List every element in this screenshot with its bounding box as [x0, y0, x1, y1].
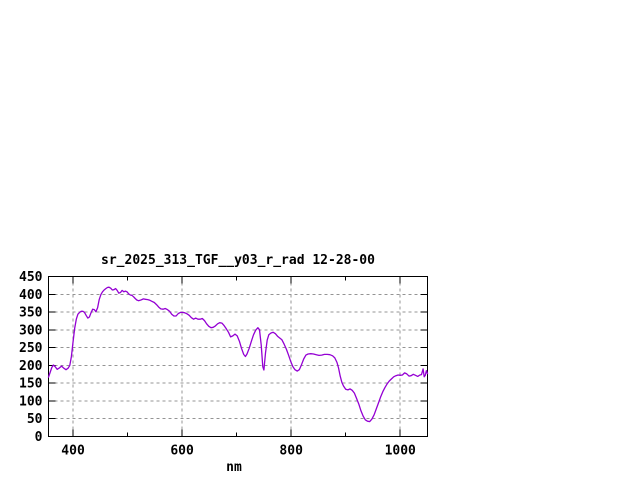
x-tick-label: 1000 — [385, 444, 416, 459]
x-axis-label: nm — [226, 460, 242, 475]
y-tick-label: 250 — [19, 341, 43, 356]
y-tick-label: 0 — [35, 430, 43, 445]
y-tick-label: 100 — [19, 394, 43, 409]
axis-tick-labels: 0 50 100 150 200 250 300 350 400 450 400 600 800 1000 — [19, 270, 416, 459]
chart-title: sr_2025_313_TGF__y03_r_rad 12-28-00 — [101, 253, 375, 268]
y-tick-label: 400 — [19, 288, 43, 303]
x-tick-label: 400 — [61, 444, 85, 459]
axis-ticks — [48, 276, 428, 437]
x-tick-label: 600 — [170, 444, 194, 459]
y-tick-label: 450 — [19, 270, 43, 285]
y-tick-label: 50 — [27, 412, 43, 427]
y-tick-label: 150 — [19, 377, 43, 392]
y-tick-label: 350 — [19, 306, 43, 321]
data-curve — [47, 286, 429, 423]
plot-border — [48, 276, 428, 437]
y-tick-label: 300 — [19, 323, 43, 338]
spectrum-line — [47, 286, 429, 423]
x-tick-label: 800 — [279, 444, 303, 459]
grid-lines — [48, 276, 428, 437]
y-tick-label: 200 — [19, 359, 43, 374]
